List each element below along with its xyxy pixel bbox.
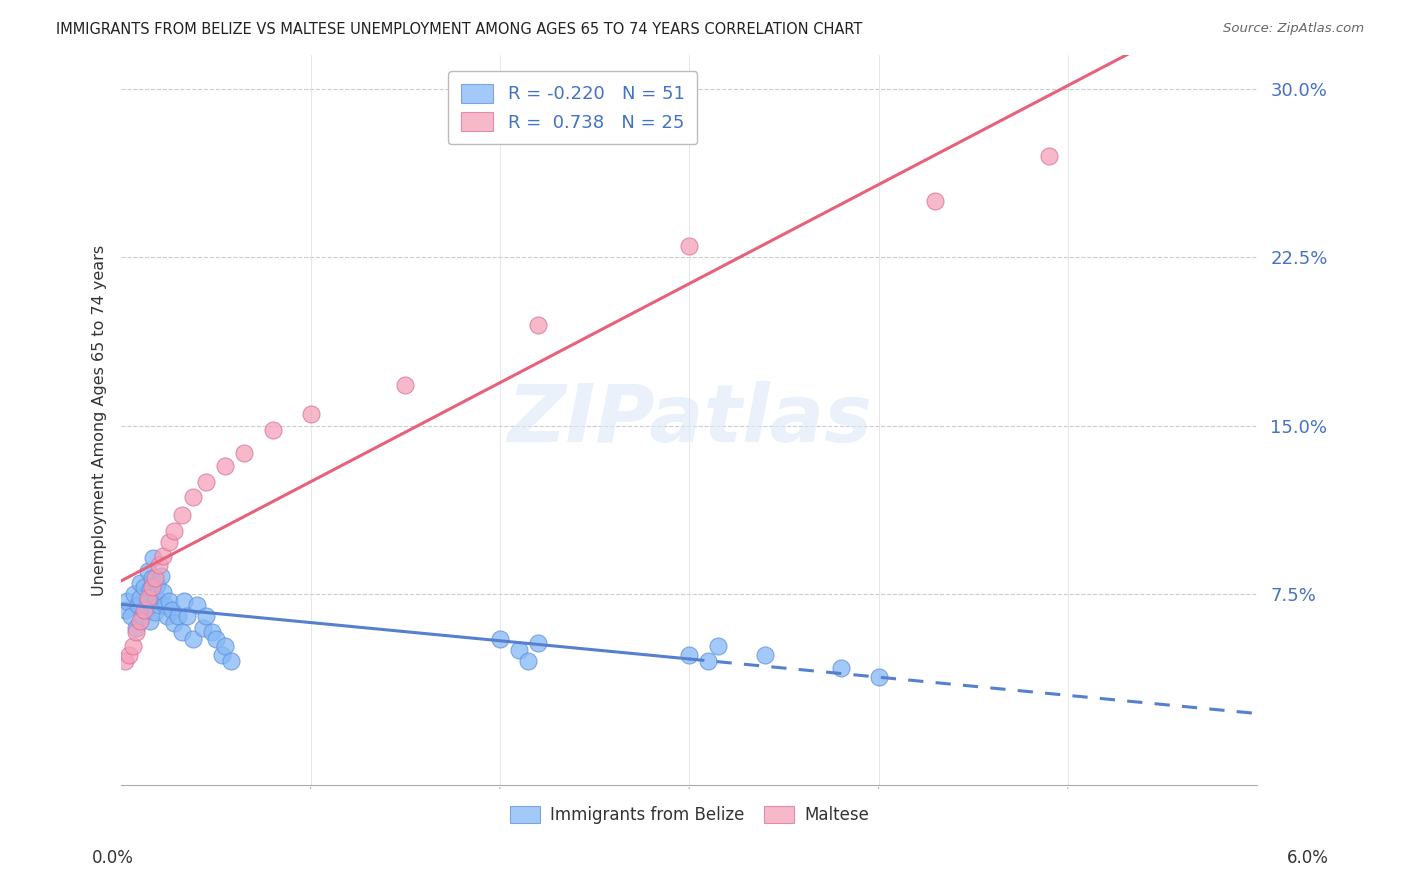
Point — [156, 609, 179, 624]
Point — [141, 580, 163, 594]
Point — [205, 632, 228, 646]
Point — [118, 648, 141, 662]
Point — [162, 602, 184, 616]
Point — [191, 621, 214, 635]
Point — [170, 508, 193, 523]
Point — [136, 565, 159, 579]
Point — [678, 239, 700, 253]
Point — [754, 648, 776, 662]
Point — [163, 616, 186, 631]
Point — [125, 621, 148, 635]
Point — [129, 575, 152, 590]
Point — [148, 598, 170, 612]
Point — [214, 458, 236, 473]
Point — [830, 661, 852, 675]
Point — [170, 625, 193, 640]
Point — [141, 571, 163, 585]
Point — [526, 636, 548, 650]
Point — [149, 569, 172, 583]
Legend: Immigrants from Belize, Maltese: Immigrants from Belize, Maltese — [503, 799, 876, 831]
Point — [186, 598, 208, 612]
Point — [142, 551, 165, 566]
Point — [125, 625, 148, 640]
Point — [181, 632, 204, 646]
Point — [148, 558, 170, 572]
Point — [136, 591, 159, 606]
Point — [127, 598, 149, 612]
Point — [131, 609, 153, 624]
Point — [153, 598, 176, 612]
Point — [135, 602, 157, 616]
Point — [115, 593, 138, 607]
Point — [526, 318, 548, 332]
Point — [517, 654, 540, 668]
Point — [1038, 149, 1060, 163]
Point — [219, 654, 242, 668]
Point — [129, 614, 152, 628]
Text: IMMIGRANTS FROM BELIZE VS MALTESE UNEMPLOYMENT AMONG AGES 65 TO 74 YEARS CORRELA: IMMIGRANTS FROM BELIZE VS MALTESE UNEMPL… — [56, 22, 863, 37]
Y-axis label: Unemployment Among Ages 65 to 74 years: Unemployment Among Ages 65 to 74 years — [93, 244, 107, 596]
Point — [120, 609, 142, 624]
Point — [152, 549, 174, 563]
Point — [146, 578, 169, 592]
Point — [167, 609, 190, 624]
Point — [136, 593, 159, 607]
Point — [394, 378, 416, 392]
Point — [214, 639, 236, 653]
Point — [173, 593, 195, 607]
Point — [114, 602, 136, 616]
Text: 0.0%: 0.0% — [91, 849, 134, 867]
Point — [211, 648, 233, 662]
Point — [508, 643, 530, 657]
Point — [124, 587, 146, 601]
Point — [163, 524, 186, 538]
Point — [924, 194, 946, 208]
Point — [176, 609, 198, 624]
Point — [262, 423, 284, 437]
Point — [697, 654, 720, 668]
Point — [132, 580, 155, 594]
Point — [132, 602, 155, 616]
Point — [181, 491, 204, 505]
Point — [129, 591, 152, 606]
Point — [299, 408, 322, 422]
Text: ZIPatlas: ZIPatlas — [506, 381, 872, 459]
Point — [706, 639, 728, 653]
Point — [678, 648, 700, 662]
Point — [152, 584, 174, 599]
Text: 6.0%: 6.0% — [1286, 849, 1329, 867]
Text: Source: ZipAtlas.com: Source: ZipAtlas.com — [1223, 22, 1364, 36]
Point — [143, 605, 166, 619]
Point — [201, 625, 224, 640]
Point — [233, 445, 256, 459]
Point — [114, 654, 136, 668]
Point — [157, 535, 180, 549]
Point — [138, 614, 160, 628]
Point — [868, 670, 890, 684]
Point — [143, 571, 166, 585]
Point — [157, 593, 180, 607]
Point — [195, 609, 218, 624]
Point — [143, 589, 166, 603]
Point — [489, 632, 512, 646]
Point — [195, 475, 218, 489]
Point — [138, 582, 160, 597]
Point — [121, 639, 143, 653]
